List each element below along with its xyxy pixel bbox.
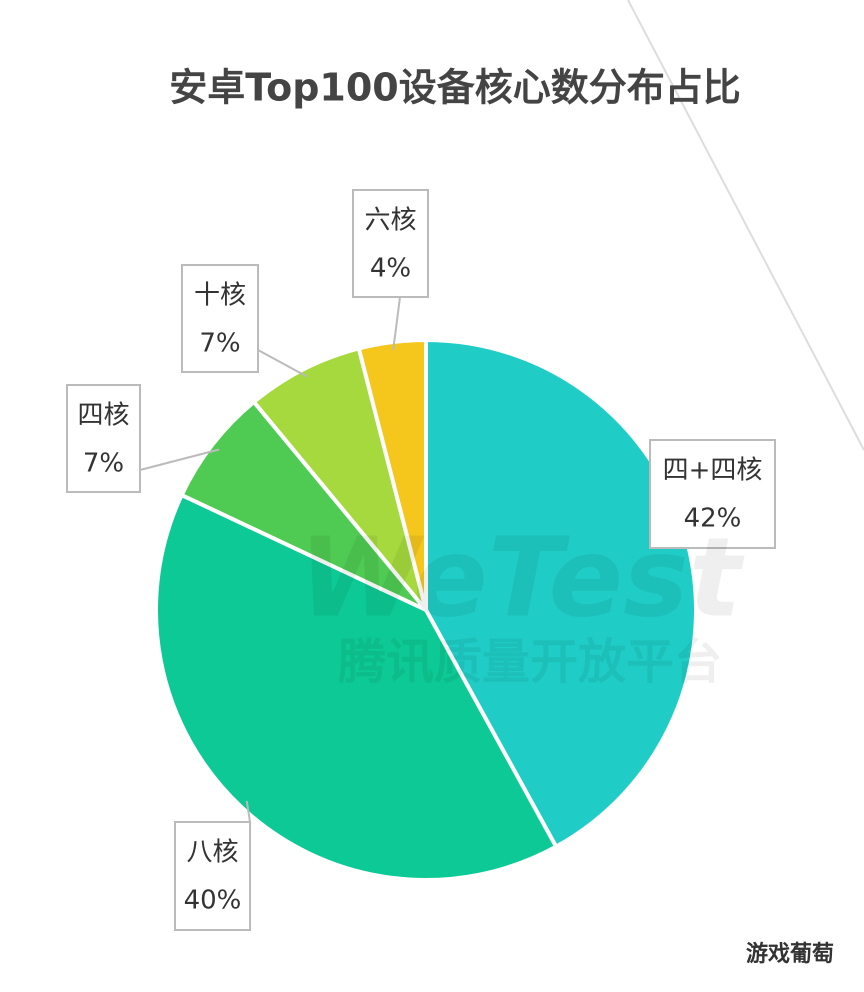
- value-label: 42%: [684, 504, 742, 534]
- watermark-subtitle: 腾讯质量开放平台: [338, 634, 722, 690]
- value-label: 40%: [184, 886, 242, 916]
- pie-slice: [356, 337, 428, 611]
- credit: 游戏葡萄: [746, 941, 834, 967]
- value-label: 7%: [199, 329, 240, 359]
- leader-line: [139, 448, 220, 471]
- watermark: WeTest: [299, 513, 745, 641]
- pie-slice: [154, 492, 559, 882]
- label-box: [66, 384, 141, 493]
- leader-line: [392, 296, 401, 351]
- value-label: 4%: [370, 254, 411, 284]
- category-label: 十核: [194, 281, 246, 311]
- leader-line: [257, 349, 308, 378]
- leader-line: [245, 800, 251, 823]
- value-label: 7%: [83, 449, 124, 479]
- label-box: [649, 439, 776, 549]
- background-line: [627, 0, 864, 451]
- pie-slice: [179, 399, 428, 612]
- pie-slice: [251, 346, 428, 612]
- label-box: [174, 821, 251, 931]
- category-label: 四核: [77, 401, 129, 431]
- label-box: [181, 264, 259, 373]
- category-label: 四+四核: [663, 456, 763, 486]
- label-box: [352, 189, 429, 298]
- chart-title: 安卓Top100设备核心数分布占比: [169, 66, 741, 110]
- category-label: 六核: [364, 206, 416, 236]
- category-label: 八核: [186, 838, 238, 868]
